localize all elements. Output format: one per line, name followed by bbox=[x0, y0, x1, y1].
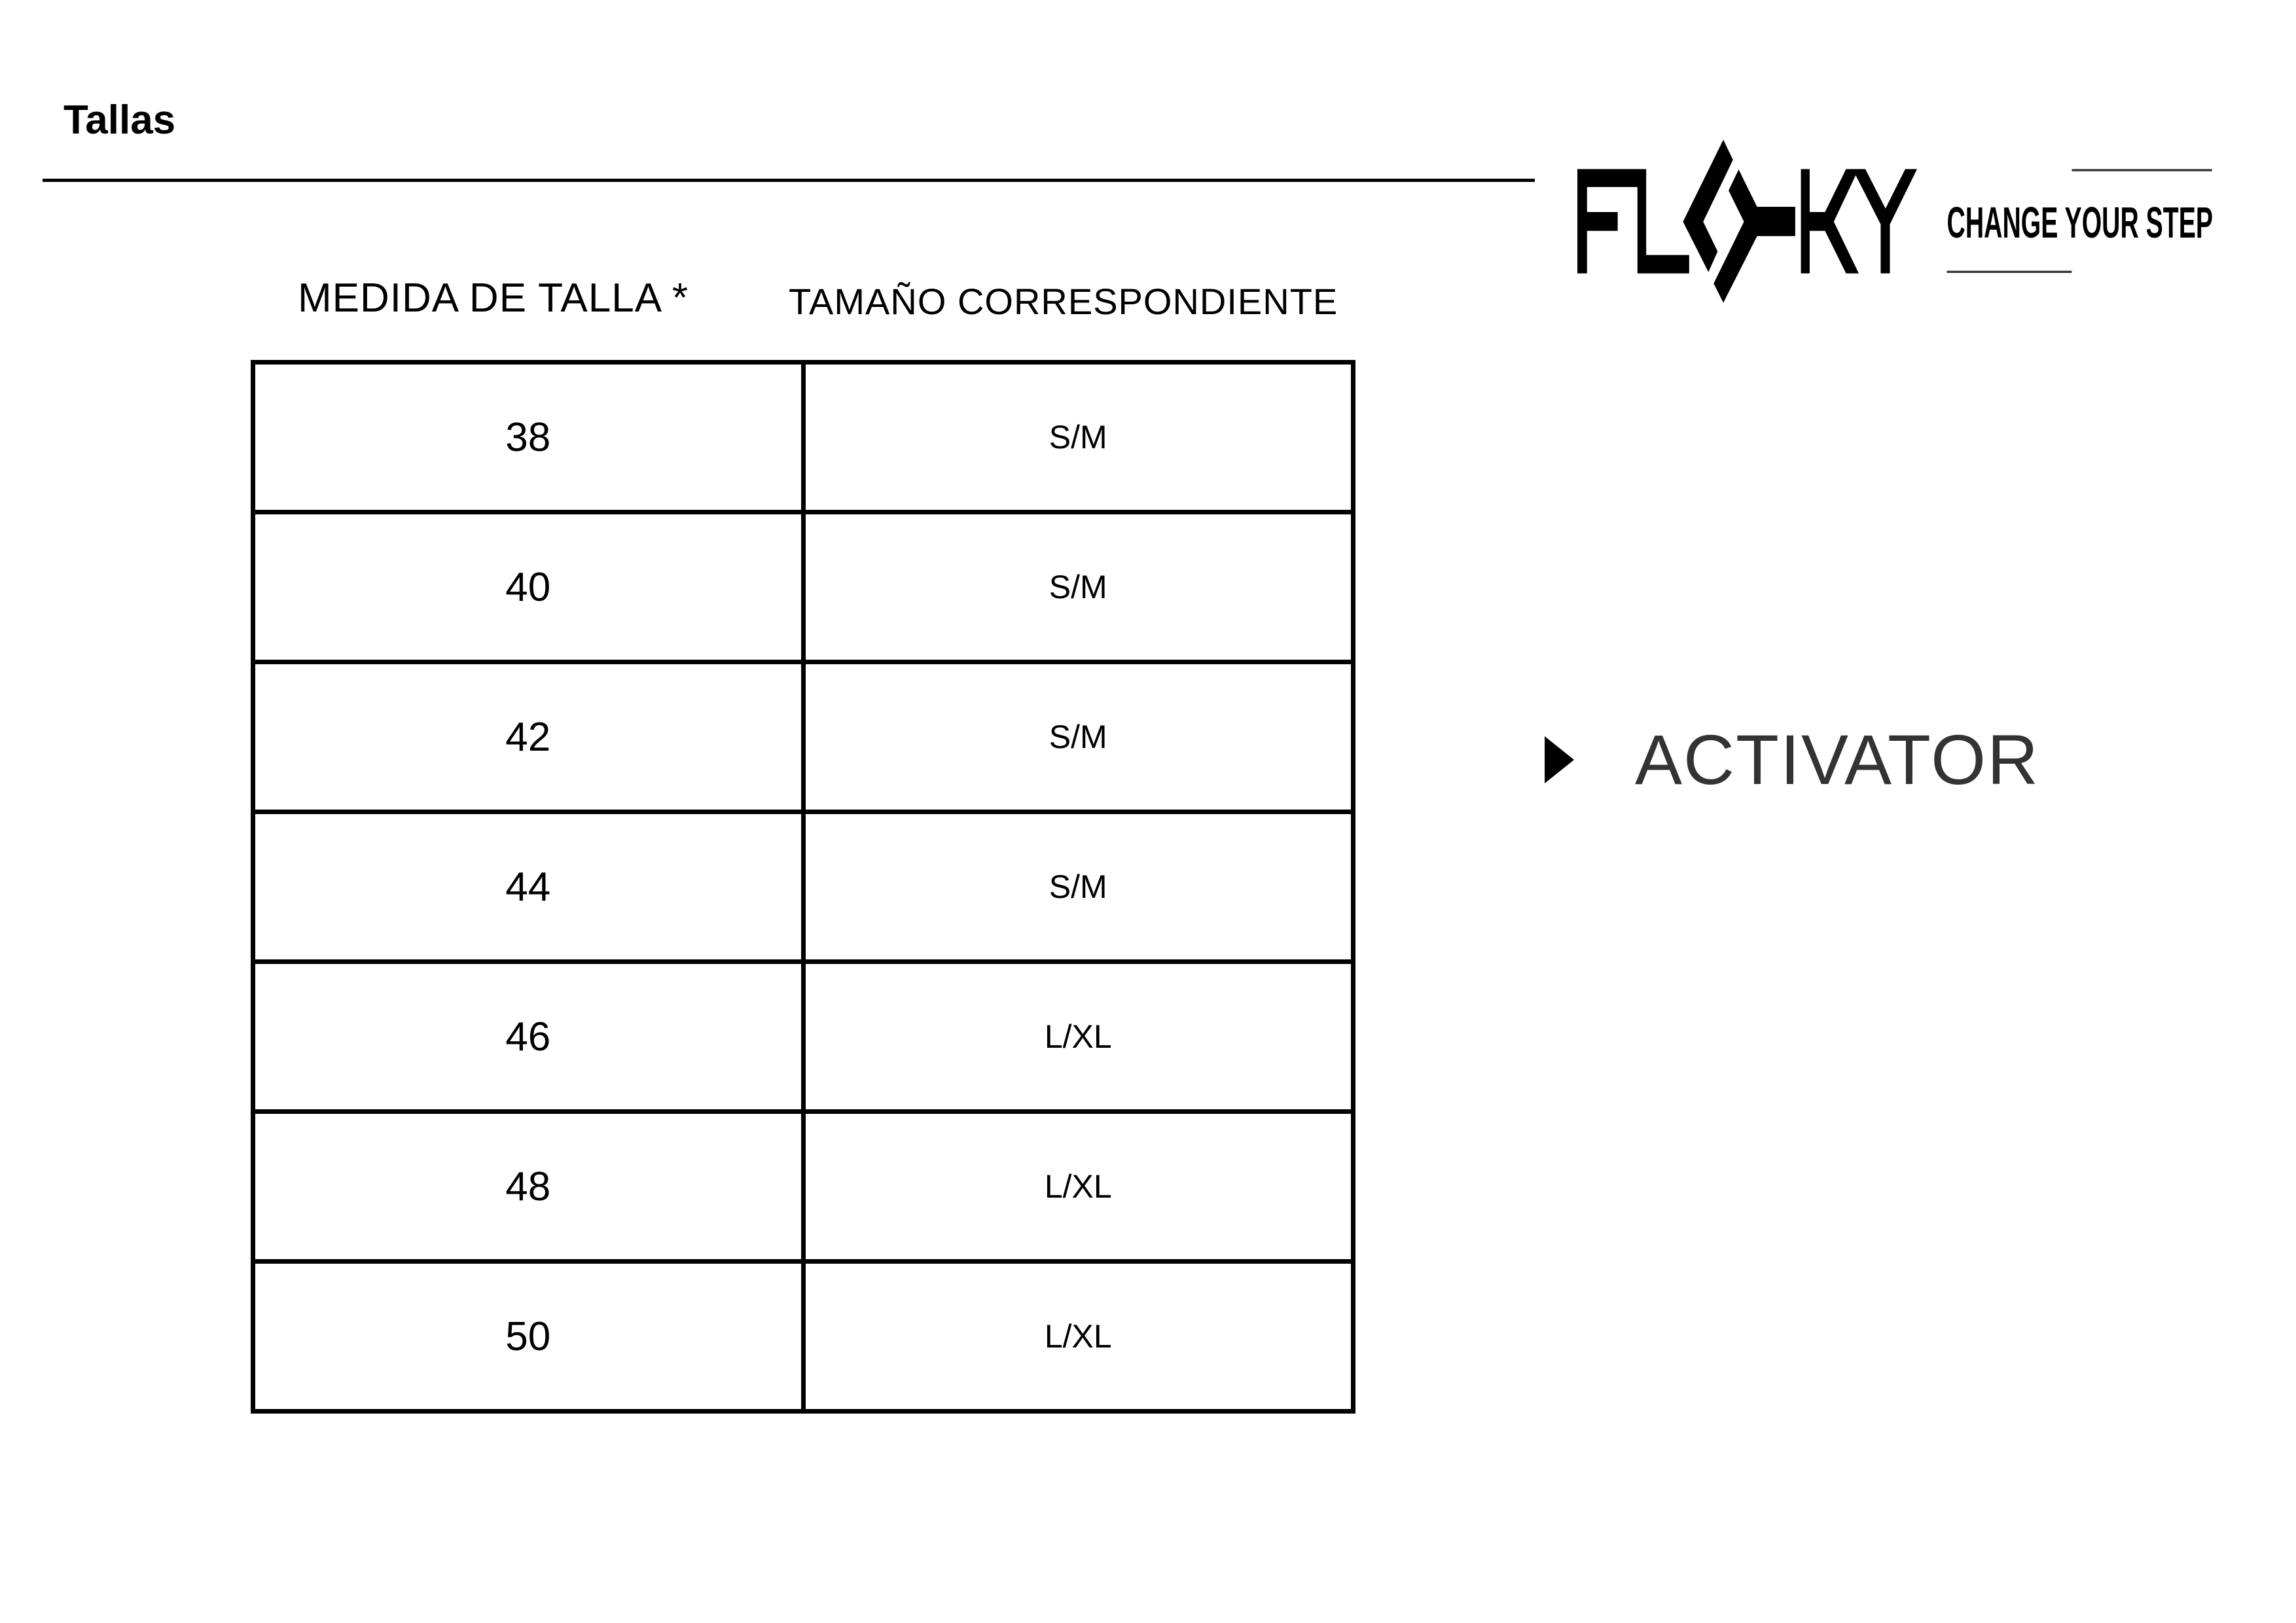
size-cell: 46 bbox=[251, 959, 806, 1114]
fit-cell: L/XL bbox=[800, 959, 1355, 1114]
table-row: 40 S/M bbox=[251, 510, 1355, 664]
size-cell: 38 bbox=[251, 360, 806, 514]
product-name: ACTIVATOR bbox=[1635, 720, 2040, 799]
fit-cell: L/XL bbox=[800, 1259, 1355, 1414]
fit-cell: S/M bbox=[800, 660, 1355, 814]
size-cell: 42 bbox=[251, 660, 806, 814]
fit-cell: S/M bbox=[800, 360, 1355, 514]
size-cell: 44 bbox=[251, 810, 806, 964]
fit-cell: L/XL bbox=[800, 1109, 1355, 1264]
title-divider bbox=[43, 179, 1535, 182]
table-row: 42 S/M bbox=[251, 660, 1355, 814]
brand-logo: CHANGE YOUR STEP bbox=[1577, 139, 2213, 303]
column-header-size: MEDIDA DE TALLA * bbox=[298, 276, 689, 321]
size-table: 38 S/M 40 S/M 42 S/M 44 S/M 46 L/XL 48 L/XL 50 L/XL bbox=[251, 360, 1355, 1414]
table-row: 46 L/XL bbox=[251, 959, 1355, 1114]
table-row: 50 L/XL bbox=[251, 1259, 1355, 1414]
size-cell: 48 bbox=[251, 1109, 806, 1264]
brand-tagline: CHANGE YOUR STEP bbox=[1947, 198, 2213, 247]
fit-cell: S/M bbox=[800, 510, 1355, 664]
fit-cell: S/M bbox=[800, 810, 1355, 964]
page-title: Tallas bbox=[63, 98, 176, 143]
size-cell: 50 bbox=[251, 1259, 806, 1414]
column-header-fit: TAMAÑO CORRESPONDIENTE bbox=[789, 281, 1338, 322]
size-cell: 40 bbox=[251, 510, 806, 664]
play-triangle-icon bbox=[1545, 736, 1574, 783]
table-row: 38 S/M bbox=[251, 360, 1355, 514]
table-row: 44 S/M bbox=[251, 810, 1355, 964]
table-row: 48 L/XL bbox=[251, 1109, 1355, 1264]
